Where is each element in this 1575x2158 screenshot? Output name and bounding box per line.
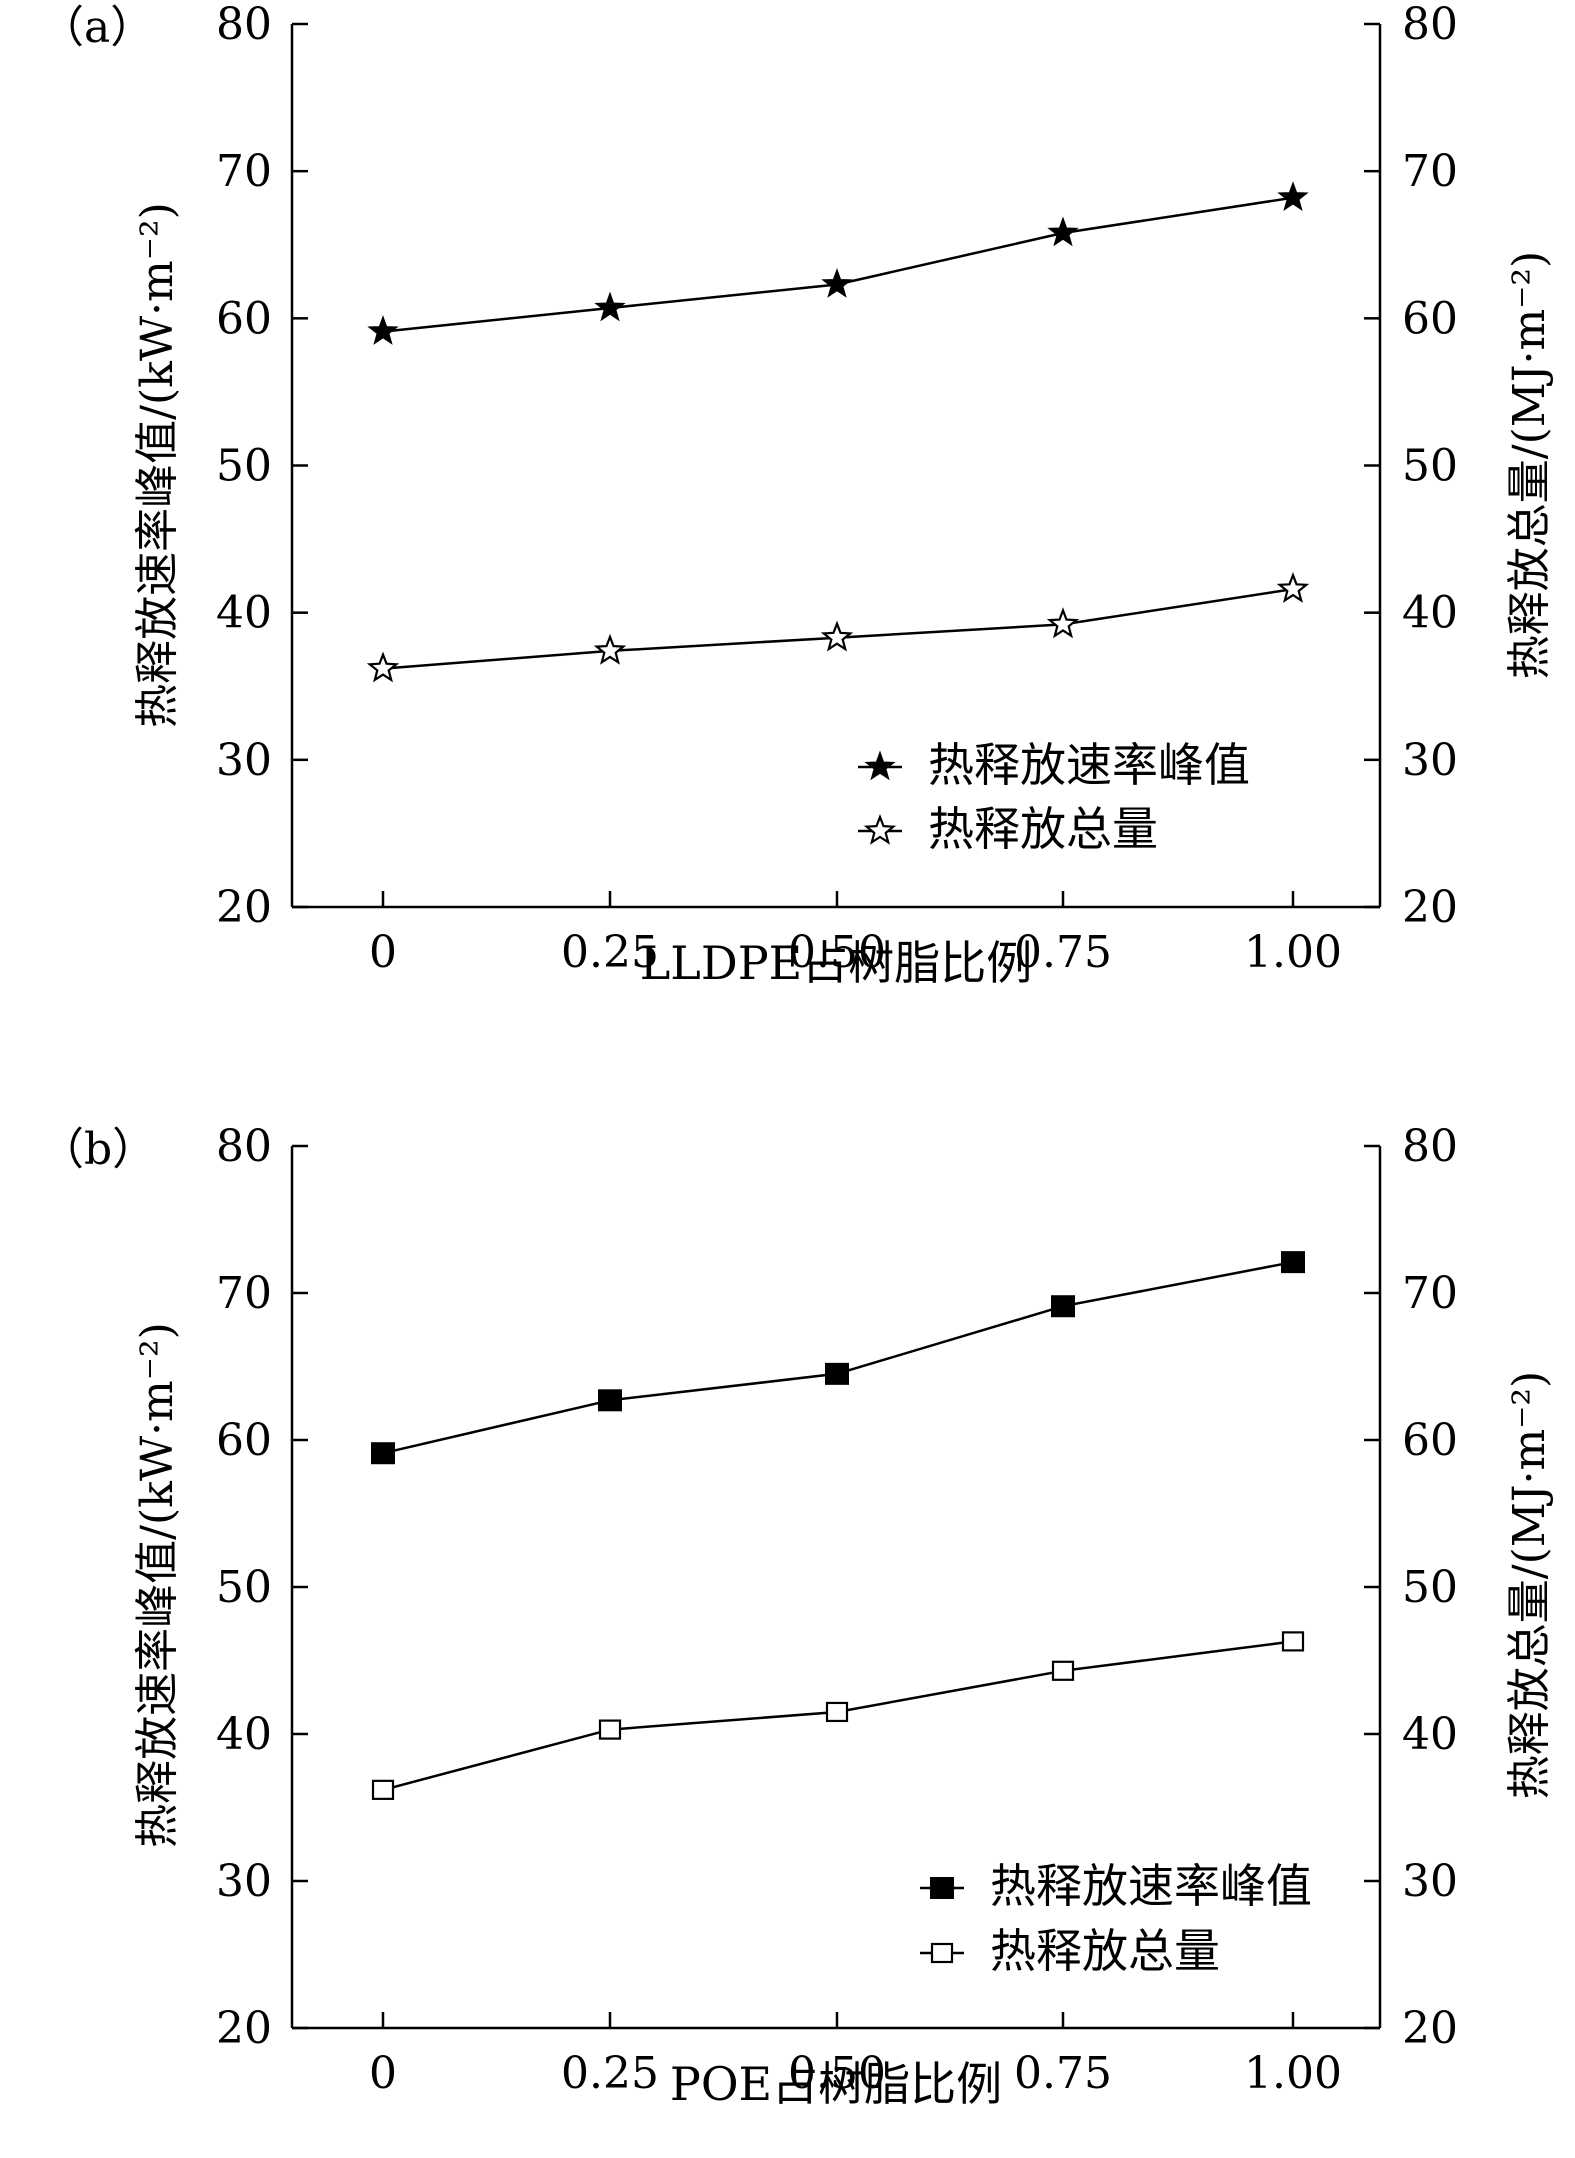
data-point (598, 1389, 622, 1412)
data-point (1046, 607, 1080, 639)
series-line-0 (382, 1260, 1294, 1455)
x-tick-label: 0.25 (561, 2048, 659, 2099)
x-tick-label: 0.50 (788, 2048, 886, 2099)
x-tick-label: 0.75 (1014, 2048, 1112, 2099)
x-tick-label: 1.00 (1244, 2048, 1342, 2099)
y-tick-label-left: 70 (216, 1268, 272, 1319)
y-axis-title-left: 热释放速率峰值/(kW·m⁻²) (132, 1322, 183, 1848)
y-tick-label-left: 80 (216, 0, 272, 50)
y-tick-label-left: 30 (216, 1856, 272, 1907)
y-tick-label-left: 20 (216, 882, 272, 933)
legend-label: 热释放速率峰值 (928, 738, 1250, 792)
y-tick-label-right: 70 (1402, 146, 1458, 197)
series-line-0 (382, 196, 1294, 333)
legend-marker (930, 1942, 954, 1964)
y-tick-label-left: 40 (216, 588, 272, 639)
y-tick-label-right: 30 (1402, 1856, 1458, 1907)
chart-panel-b: 20 20 30 30 40 40 50 50 60 60 70 70 80 80 0 0.25 0.50 0.7… (40, 1121, 1555, 2111)
data-point (820, 620, 854, 652)
y-tick-label-right: 60 (1402, 1415, 1458, 1466)
y-tick-label-left: 40 (216, 1709, 272, 1760)
y-axis-title-right: 热释放总量/(MJ·m⁻²) (1504, 251, 1555, 679)
data-point (1277, 181, 1309, 211)
data-point (1051, 1295, 1075, 1318)
data-point (366, 651, 400, 683)
legend-label: 热释放速率峰值 (990, 1859, 1312, 1913)
chart-panel-a: 20 20 30 30 40 40 50 50 60 60 70 70 80 80 0 0.25 0.50 0.7… (40, 0, 1555, 990)
data-point (1051, 1660, 1075, 1681)
y-tick-label-right: 60 (1402, 293, 1458, 344)
data-point (371, 1442, 395, 1465)
y-tick-label-left: 60 (216, 1415, 272, 1466)
legend-marker (930, 1877, 954, 1899)
data-point (825, 1701, 849, 1723)
y-tick-label-left: 60 (216, 293, 272, 344)
legend-label: 热释放总量 (990, 1924, 1220, 1978)
data-point (1047, 216, 1079, 247)
data-point (371, 1779, 395, 1800)
y-tick-label-right: 70 (1402, 1268, 1458, 1319)
y-axis-title-right: 热释放总量/(MJ·m⁻²) (1504, 1371, 1555, 1799)
y-tick-label-left: 50 (216, 441, 272, 492)
legend-marker (864, 750, 896, 781)
data-point (1276, 572, 1310, 603)
data-point (594, 291, 626, 322)
x-tick-label: 0 (369, 2048, 397, 2099)
legend-label: 热释放总量 (928, 802, 1158, 856)
panel-label: （b） (40, 1124, 156, 1175)
y-tick-label-right: 40 (1402, 1709, 1458, 1760)
y-tick-label-right: 50 (1402, 1562, 1458, 1613)
legend-marker (863, 813, 897, 845)
x-tick-label: 0.50 (788, 927, 886, 978)
data-point (367, 315, 399, 345)
y-tick-label-left: 50 (216, 1562, 272, 1613)
y-tick-label-right: 30 (1402, 735, 1458, 786)
y-tick-label-right: 40 (1402, 588, 1458, 639)
data-point (1281, 1251, 1305, 1274)
data-point (593, 633, 627, 665)
data-point (825, 1362, 849, 1385)
y-tick-label-right: 20 (1402, 882, 1458, 933)
x-tick-label: 0 (369, 927, 397, 978)
x-axis-title: POE占树脂比例 (670, 2057, 1002, 2111)
panel-label: （a） (40, 2, 154, 53)
x-tick-label: 1.00 (1244, 927, 1342, 978)
y-tick-label-left: 20 (216, 2003, 272, 2054)
data-point (1281, 1631, 1305, 1652)
y-tick-label-right: 80 (1402, 1121, 1458, 1172)
y-tick-label-left: 70 (216, 146, 272, 197)
y-tick-label-right: 80 (1402, 0, 1458, 50)
x-tick-label: 0.75 (1014, 927, 1112, 978)
data-point (598, 1719, 622, 1740)
y-tick-label-right: 50 (1402, 441, 1458, 492)
y-tick-label-left: 30 (216, 735, 272, 786)
data-point (821, 268, 853, 298)
x-axis-title: LLDPE占树脂比例 (640, 936, 1033, 990)
x-tick-label: 0.25 (561, 927, 659, 978)
y-tick-label-right: 20 (1402, 2003, 1458, 2054)
y-axis-title-left: 热释放速率峰值/(kW·m⁻²) (132, 202, 183, 728)
y-tick-label-left: 80 (216, 1121, 272, 1172)
